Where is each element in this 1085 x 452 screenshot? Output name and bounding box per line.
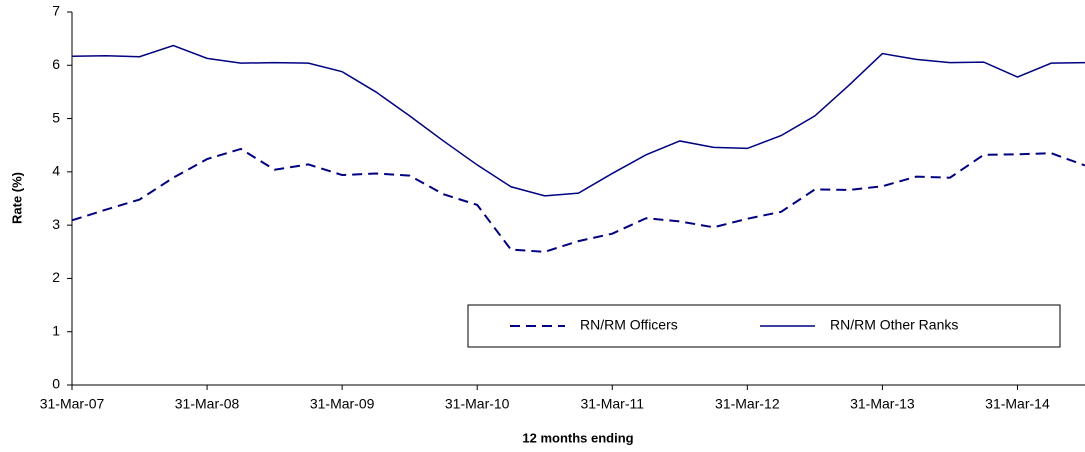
x-tick-label: 31-Mar-11 <box>580 396 644 412</box>
legend-label: RN/RM Other Ranks <box>830 317 958 333</box>
y-axis-title: Rate (%) <box>9 172 24 224</box>
x-tick-label: 31-Mar-10 <box>445 396 510 412</box>
y-tick-label: 2 <box>52 269 60 285</box>
x-tick-label: 31-Mar-09 <box>310 396 375 412</box>
x-tick-label: 31-Mar-13 <box>850 396 915 412</box>
x-tick-label: 31-Mar-08 <box>175 396 240 412</box>
x-tick-label: 31-Mar-12 <box>715 396 780 412</box>
y-tick-label: 7 <box>52 3 60 19</box>
series-line <box>71 44 1085 197</box>
y-tick-label: 0 <box>52 376 60 392</box>
y-tick-label: 6 <box>52 56 60 72</box>
x-axis-title: 12 months ending <box>522 430 633 445</box>
y-tick-label: 5 <box>52 109 60 125</box>
y-tick-label: 1 <box>52 322 60 338</box>
series-line <box>71 147 1085 253</box>
x-tick-label: 31-Mar-14 <box>985 396 1050 412</box>
x-tick-label: 31-Mar-07 <box>40 396 105 412</box>
y-tick-label: 3 <box>52 216 60 232</box>
legend-label: RN/RM Officers <box>580 317 678 333</box>
y-tick-label: 4 <box>52 163 60 179</box>
